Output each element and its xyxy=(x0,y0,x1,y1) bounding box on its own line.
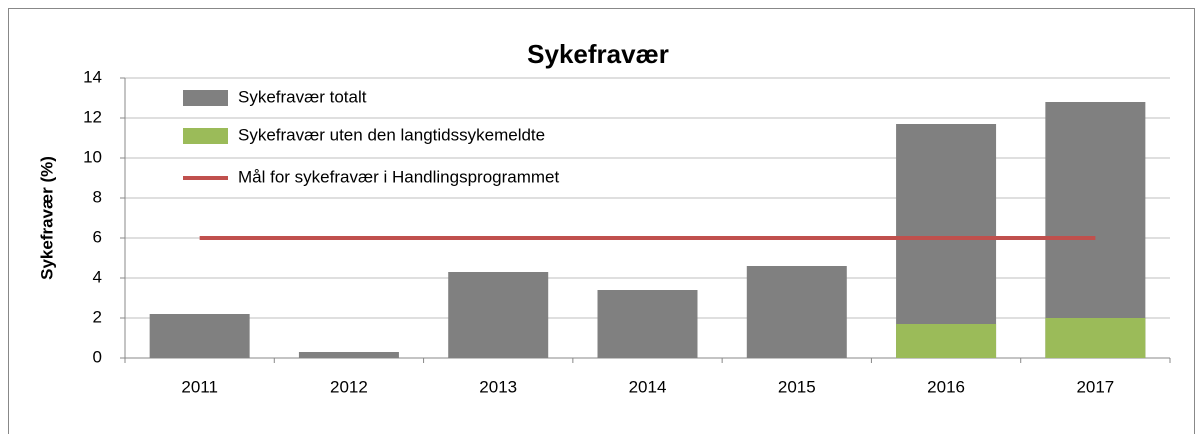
x-tick-label: 2014 xyxy=(629,377,667,396)
bar xyxy=(746,266,847,358)
x-tick-label: 2016 xyxy=(927,377,965,396)
y-axis-label: Sykefravær (%) xyxy=(37,156,56,280)
x-tick-label: 2012 xyxy=(330,377,368,396)
legend-swatch xyxy=(183,128,228,144)
x-tick-label: 2015 xyxy=(778,377,816,396)
y-tick-label: 12 xyxy=(83,107,102,126)
y-tick-label: 8 xyxy=(93,187,102,206)
chart-title: Sykefravær xyxy=(527,39,669,69)
bar xyxy=(298,352,399,358)
chart-border xyxy=(8,8,1195,434)
bar xyxy=(896,324,997,358)
x-tick-label: 2011 xyxy=(181,377,218,396)
legend-label: Mål for sykefravær i Handlingsprogrammet xyxy=(238,167,559,186)
y-tick-label: 0 xyxy=(93,347,102,366)
y-tick-label: 2 xyxy=(93,307,102,326)
bar xyxy=(597,290,698,358)
x-tick-label: 2013 xyxy=(479,377,517,396)
y-tick-label: 14 xyxy=(83,67,102,86)
legend-swatch xyxy=(183,90,228,106)
bar xyxy=(149,314,250,358)
bar xyxy=(1045,102,1146,358)
bar xyxy=(1045,318,1146,358)
legend-label: Sykefravær uten den langtidssykemeldte xyxy=(238,125,545,144)
legend-label: Sykefravær totalt xyxy=(238,87,367,106)
y-tick-label: 4 xyxy=(93,267,102,286)
bar xyxy=(896,124,997,358)
y-tick-label: 6 xyxy=(93,227,102,246)
y-tick-label: 10 xyxy=(83,147,102,166)
x-tick-label: 2017 xyxy=(1076,377,1114,396)
bar xyxy=(448,272,549,358)
